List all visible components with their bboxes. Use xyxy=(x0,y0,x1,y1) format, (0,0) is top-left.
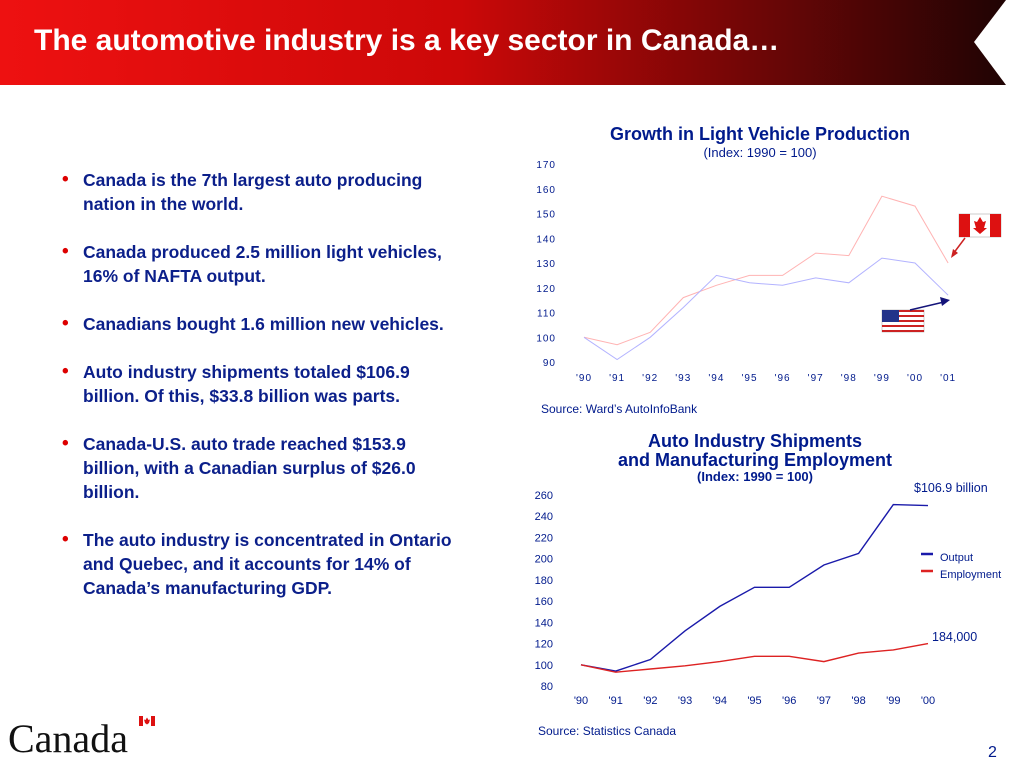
chart2-xtick-label: '00 xyxy=(921,695,935,707)
chart1-xtick-label: '00 xyxy=(907,373,923,384)
bullet-list: • Canada is the 7th largest auto producin… xyxy=(62,168,462,624)
chart1-xtick-label: '97 xyxy=(808,373,824,384)
canada-arrowhead-icon xyxy=(951,249,958,258)
svg-text:Canada: Canada xyxy=(8,716,128,758)
legend-label-employment: Employment xyxy=(940,569,1002,581)
bullet-item: • Canada produced 2.5 million light vehic… xyxy=(62,240,462,288)
chart2-ytick-label: 220 xyxy=(535,532,553,544)
chart2-ytick-label: 120 xyxy=(535,639,553,651)
bullet-item: • The auto industry is concentrated in On… xyxy=(62,528,462,600)
slide-title: The automotive industry is a key sector … xyxy=(34,24,780,57)
chart2-xtick-label: '98 xyxy=(851,695,865,707)
chart2-xtick-label: '97 xyxy=(817,695,831,707)
chart2-output-line xyxy=(580,503,929,672)
banner-background xyxy=(0,0,1024,85)
chart1-subtitle: (Index: 1990 = 100) xyxy=(703,145,817,160)
chart2-xtick-label: '90 xyxy=(574,695,588,707)
chart1-xtick-label: '91 xyxy=(609,373,625,384)
us-arrow-icon xyxy=(909,301,945,311)
chart1-xtick-label: '90 xyxy=(576,373,592,384)
chart2-xtick-label: '93 xyxy=(678,695,692,707)
chart1-us-flag-line xyxy=(583,257,949,361)
bullet-dot-icon: • xyxy=(62,313,69,334)
bullet-item: • Canada is the 7th largest auto producin… xyxy=(62,168,462,216)
chart1-ytick-label: 170 xyxy=(536,160,556,171)
chart1-xtick-label: '92 xyxy=(642,373,658,384)
chart1-ytick-label: 150 xyxy=(536,210,556,221)
bullet-text: Canada produced 2.5 million light vehicl… xyxy=(83,242,442,286)
chart1-ytick-label: 160 xyxy=(536,185,556,196)
chart1-xtick-label: '93 xyxy=(675,373,691,384)
bullet-dot-icon: • xyxy=(62,361,69,382)
bullet-item: • Auto industry shipments totaled $106.9 … xyxy=(62,360,462,408)
chart1-xtick-label: '99 xyxy=(874,373,890,384)
chart2-xtick-label: '94 xyxy=(713,695,727,707)
bullet-item: • Canadians bought 1.6 million new vehicl… xyxy=(62,312,462,336)
header-banner: The automotive industry is a key sector … xyxy=(0,0,1024,85)
chart2-ytick-label: 140 xyxy=(535,617,553,629)
bullet-text: Auto industry shipments totaled $106.9 b… xyxy=(83,362,410,406)
us-flag-icon xyxy=(881,309,925,333)
chart2-title-line1: Auto Industry Shipments xyxy=(647,431,862,451)
chart2-ytick-label: 200 xyxy=(535,554,553,566)
page-number: 2 xyxy=(988,744,997,761)
chart2-ytick-label: 100 xyxy=(535,660,553,672)
canada-arrow-icon xyxy=(952,237,966,255)
chart2-employment-line xyxy=(580,642,929,673)
chart2-title-line2: and Manufacturing Employment xyxy=(617,450,893,470)
chart2-ytick-label: 160 xyxy=(535,596,553,608)
chart1-title: Growth in Light Vehicle Production xyxy=(609,124,910,144)
chart2-xtick-label: '95 xyxy=(747,695,761,707)
chart2-xtick-label: '92 xyxy=(643,695,657,707)
legend-label-output: Output xyxy=(940,552,974,564)
wordmark-flag-icon xyxy=(139,716,155,726)
chart1-ytick-label: 140 xyxy=(536,234,556,245)
chart2-ytick-label: 80 xyxy=(541,681,553,693)
chart2-ytick-label: 240 xyxy=(535,511,553,523)
chart2-xtick-label: '91 xyxy=(609,695,623,707)
bullet-dot-icon: • xyxy=(62,529,69,550)
chart2-ytick-label: 180 xyxy=(535,575,553,587)
canada-wordmark-icon: Canada xyxy=(8,716,155,761)
chart1-source: Source: Ward’s AutoInfoBank xyxy=(541,402,698,416)
canada-flag-icon xyxy=(958,213,1002,238)
output-annotation: $106.9 billion xyxy=(914,481,988,495)
chart1-xtick-label: '96 xyxy=(775,373,791,384)
chart1-ytick-label: 110 xyxy=(537,309,556,320)
chart2-xtick-label: '99 xyxy=(886,695,900,707)
chart1-ytick-label: 120 xyxy=(536,284,556,295)
chart2-subtitle: (Index: 1990 = 100) xyxy=(697,469,813,484)
bullet-dot-icon: • xyxy=(62,169,69,190)
bullet-text: Canada-U.S. auto trade reached $153.9 bi… xyxy=(83,434,416,502)
chart1-xtick-label: '94 xyxy=(708,373,724,384)
bullet-text: Canadians bought 1.6 million new vehicle… xyxy=(83,314,444,334)
banner-arrow-notch xyxy=(974,0,1024,85)
chart2-source: Source: Statistics Canada xyxy=(538,724,677,738)
bullet-item: • Canada-U.S. auto trade reached $153.9 b… xyxy=(62,432,462,504)
canada-wordmark-logo: Canada xyxy=(8,714,158,763)
chart1-xtick-label: '95 xyxy=(741,373,757,384)
chart1-ytick-label: 90 xyxy=(543,358,556,369)
chart1-xtick-label: '98 xyxy=(841,373,857,384)
chart2-ytick-label: 260 xyxy=(535,490,553,502)
chart2-xtick-label: '96 xyxy=(782,695,796,707)
employment-annotation: 184,000 xyxy=(932,630,978,644)
chart1-xtick-label: '01 xyxy=(940,373,956,384)
chart1-ytick-label: 130 xyxy=(536,259,556,270)
bullet-text: Canada is the 7th largest auto producing… xyxy=(83,170,423,214)
bullet-text: The auto industry is concentrated in Ont… xyxy=(83,530,452,598)
chart1-ytick-label: 100 xyxy=(536,333,556,344)
bullet-dot-icon: • xyxy=(62,241,69,262)
bullet-dot-icon: • xyxy=(62,433,69,454)
chart1-canada-flag-line xyxy=(583,195,949,346)
us-arrowhead-icon xyxy=(940,297,950,306)
